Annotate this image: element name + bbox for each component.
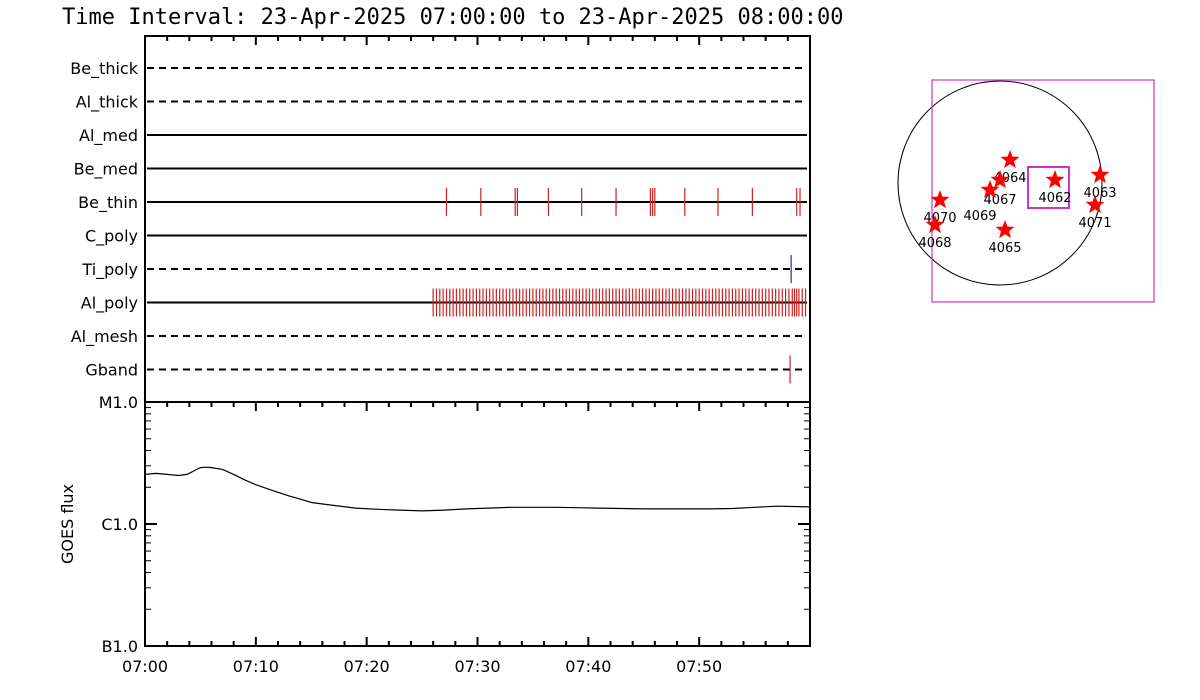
ar-star-4067 [990, 170, 1010, 189]
goes-xtick-label: 07:20 [344, 657, 390, 676]
ar-label-4063: 4063 [1083, 186, 1116, 201]
ar-label-4071: 4071 [1078, 216, 1111, 231]
goes-ytick-label: C1.0 [101, 515, 138, 534]
goes-flux-panel: M1.0 C1.0 B1.0 GOES flux 07:00 07:10 07:20 07:3… [58, 393, 811, 676]
goes-ylabel: GOES flux [58, 484, 77, 564]
ar-label-4065: 4065 [988, 241, 1021, 256]
goes-xtick-label: 07:10 [233, 657, 279, 676]
channel-label-al-poly: Al_poly [81, 294, 138, 314]
ar-star-4069 [980, 180, 1000, 199]
ar-star-4064 [1000, 150, 1020, 169]
ar-star-4062 [1045, 170, 1065, 189]
channel-label-gband: Gband [85, 361, 138, 380]
channel-label-be-thick: Be_thick [70, 59, 138, 79]
ar-star-4065 [995, 220, 1015, 239]
ar-star-4071 [1085, 195, 1105, 214]
plot-title: Time Interval: 23-Apr-2025 07:00:00 to 2… [62, 5, 843, 30]
ar-label-4069: 4069 [963, 209, 996, 224]
goes-xtick-label: 07:50 [676, 657, 722, 676]
channel-label-ti-poly: Ti_poly [81, 260, 138, 280]
goes-xtick-label: 07:30 [454, 657, 500, 676]
goes-ytick-label: B1.0 [102, 637, 138, 656]
event-raster-panel: Be_thick Al_thick Al_med Be_med Be_thin C_pol… [70, 35, 811, 403]
channel-label-be-thin: Be_thin [78, 193, 138, 213]
ar-label-4062: 4062 [1038, 191, 1071, 206]
goes-frame [144, 401, 811, 647]
channel-label-al-mesh: Al_mesh [71, 327, 138, 347]
ar-star-4070 [930, 190, 950, 209]
ar-star-4063 [1090, 165, 1110, 184]
channel-label-be-med: Be_med [74, 160, 138, 180]
ar-label-4067: 4067 [983, 193, 1016, 208]
ar-label-4068: 4068 [918, 236, 951, 251]
goes-xtick-label: 07:00 [122, 657, 168, 676]
goes-flux-line [144, 466, 811, 512]
ar-star-4068 [925, 215, 945, 234]
flare-location-box [1027, 166, 1070, 209]
goes-ytick-label: M1.0 [99, 393, 138, 412]
solar-disk [897, 80, 1103, 286]
map-field-box [931, 79, 1155, 303]
channel-label-c-poly: C_poly [85, 227, 138, 247]
raster-frame [144, 35, 811, 403]
goes-xtick-label: 07:40 [565, 657, 611, 676]
channel-label-al-med: Al_med [79, 126, 138, 146]
channel-label-al-thick: Al_thick [76, 93, 139, 113]
